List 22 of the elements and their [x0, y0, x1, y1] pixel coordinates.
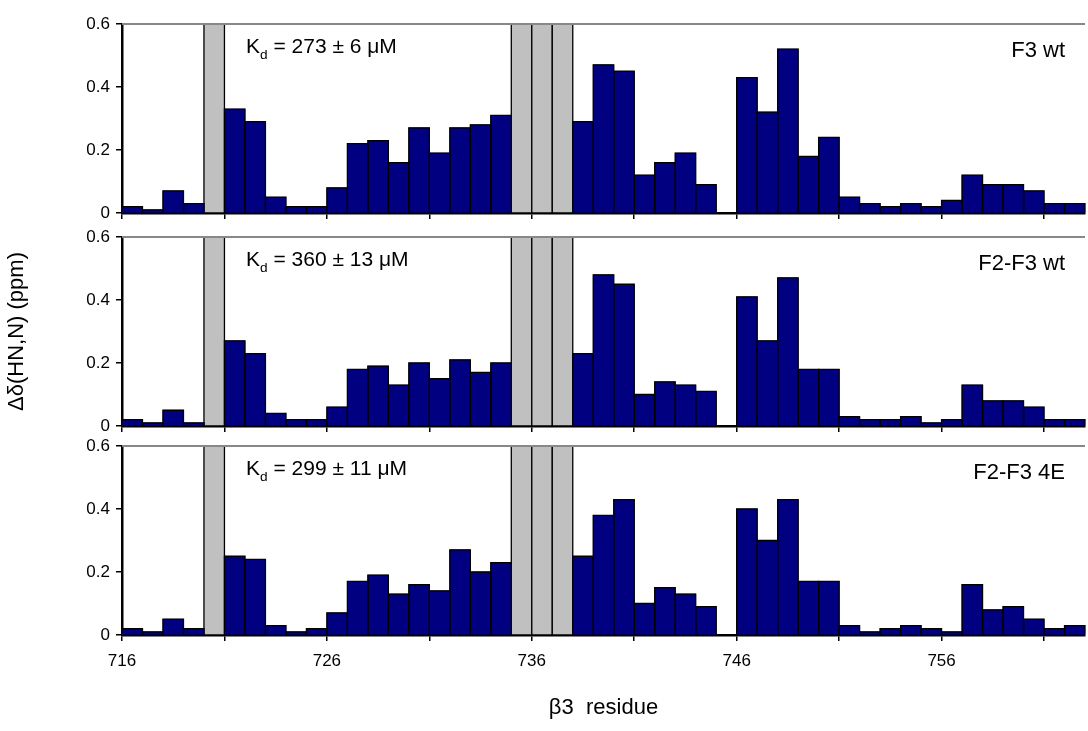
x-tick-label: 716	[107, 650, 137, 670]
y-tick-label: 0.4	[86, 76, 110, 96]
y-tick-label: 0.4	[86, 289, 110, 309]
y-tick-label: 0	[100, 624, 110, 644]
y-tick-label: 0.4	[86, 498, 110, 518]
y-tick-label: 0.2	[86, 561, 110, 581]
y-axis-title: Δδ(HN,N) (ppm)	[3, 252, 29, 411]
x-tick-label: 726	[312, 650, 342, 670]
x-axis-title: β3 residue	[548, 693, 659, 719]
y-tick-label: 0.2	[86, 352, 110, 372]
y-tick-label: 0.6	[86, 13, 110, 33]
annotation: F2-F3 wt	[978, 250, 1066, 275]
y-tick-label: 0.6	[86, 226, 110, 246]
y-tick-label: 0	[100, 202, 110, 222]
y-tick-label: 0.2	[86, 139, 110, 159]
annotation: F2-F3 4E	[973, 459, 1066, 484]
y-tick-label: 0.6	[86, 435, 110, 455]
x-tick-label: 746	[722, 650, 751, 670]
x-tick-label: 756	[927, 650, 956, 670]
y-tick-label: 0	[100, 415, 110, 435]
annotation: F3 wt	[1011, 37, 1066, 62]
x-tick-label: 736	[517, 650, 546, 670]
